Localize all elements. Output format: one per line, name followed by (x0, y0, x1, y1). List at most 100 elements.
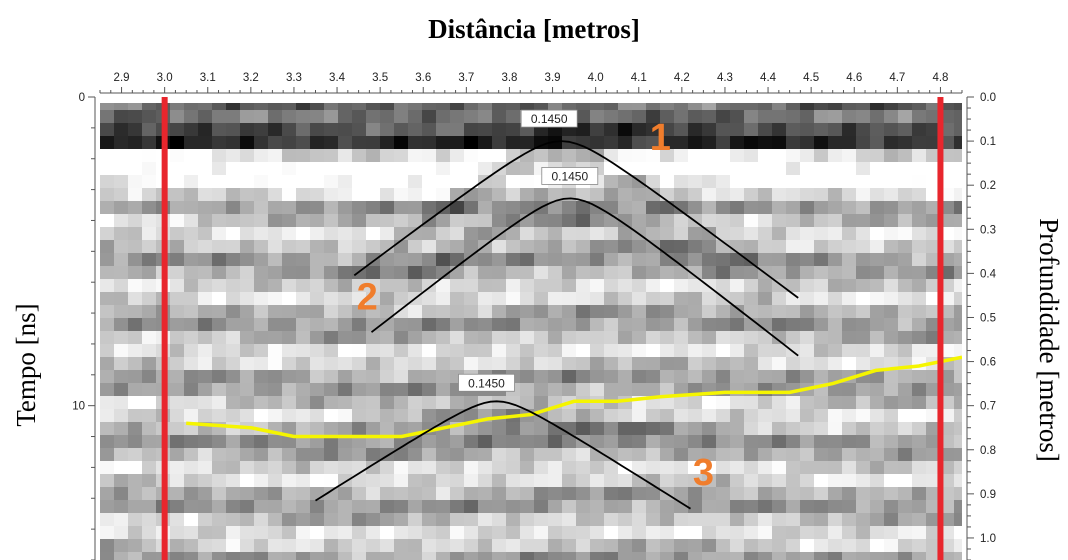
heatmap-cell (114, 552, 129, 560)
heatmap-cell (772, 552, 787, 560)
heatmap-cell (142, 331, 157, 345)
heatmap-cell (268, 162, 283, 176)
heatmap-cell (464, 513, 479, 527)
heatmap-cell (954, 292, 962, 306)
heatmap-cell (170, 201, 185, 215)
heatmap-cell (408, 539, 423, 553)
heatmap-cell (100, 396, 115, 410)
heatmap-cell (660, 123, 675, 137)
heatmap-cell (212, 474, 227, 488)
heatmap-cell (254, 448, 269, 462)
heatmap-cell (338, 487, 353, 501)
heatmap-cell (730, 136, 745, 150)
heatmap-cell (548, 292, 563, 306)
heatmap-cell (786, 292, 801, 306)
heatmap-cell (422, 305, 437, 319)
heatmap-cell (912, 240, 927, 254)
heatmap-cell (576, 526, 591, 540)
heatmap-cell (842, 513, 857, 527)
heatmap-cell (464, 305, 479, 319)
heatmap-cell (660, 461, 675, 475)
heatmap-cell (296, 305, 311, 319)
heatmap-cell (884, 318, 899, 332)
heatmap-cell (198, 474, 213, 488)
heatmap-cell (576, 487, 591, 501)
heatmap-cell (436, 123, 451, 137)
x-tick-label: 4.7 (889, 72, 905, 84)
heatmap-cell (226, 526, 241, 540)
heatmap-cell (478, 149, 493, 163)
heatmap-cell (436, 513, 451, 527)
heatmap-cell (296, 331, 311, 345)
heatmap-cell (576, 227, 591, 241)
heatmap-cell (548, 136, 563, 150)
heatmap-cell (450, 149, 465, 163)
heatmap-cell (660, 149, 675, 163)
heatmap-cell (380, 487, 395, 501)
heatmap-cell (674, 487, 689, 501)
heatmap-cell (282, 435, 297, 449)
heatmap-cell (772, 357, 787, 371)
heatmap-cell (394, 448, 409, 462)
heatmap-cell (254, 526, 269, 540)
heatmap-cell (660, 175, 675, 189)
heatmap-cell (240, 461, 255, 475)
heatmap-cell (338, 305, 353, 319)
heatmap-cell (436, 240, 451, 254)
heatmap-cell (786, 318, 801, 332)
heatmap-cell (436, 136, 451, 150)
heatmap-cell (884, 383, 899, 397)
heatmap-cell (422, 383, 437, 397)
heatmap-cell (198, 305, 213, 319)
heatmap-cell (492, 136, 507, 150)
heatmap-cell (590, 370, 605, 384)
y-left-tick-label: 0 (79, 92, 85, 104)
heatmap-cell (282, 409, 297, 423)
heatmap-cell (786, 279, 801, 293)
heatmap-cell (548, 318, 563, 332)
heatmap-cell (394, 474, 409, 488)
heatmap-cell (310, 123, 325, 137)
heatmap-cell (674, 214, 689, 228)
heatmap-cell (100, 539, 115, 553)
heatmap-cell (268, 370, 283, 384)
heatmap-cell (184, 266, 199, 280)
heatmap-cell (478, 279, 493, 293)
heatmap-cell (198, 201, 213, 215)
heatmap-cell (128, 539, 143, 553)
heatmap-cell (506, 279, 521, 293)
heatmap-cell (464, 422, 479, 436)
heatmap-cell (828, 383, 843, 397)
heatmap-cell (198, 409, 213, 423)
heatmap-cell (730, 188, 745, 202)
heatmap-cell (380, 552, 395, 560)
heatmap-cell (184, 253, 199, 267)
heatmap-cell (954, 448, 962, 462)
heatmap-cell (142, 461, 157, 475)
heatmap-cell (576, 344, 591, 358)
heatmap-cell (898, 318, 913, 332)
heatmap-cell (100, 149, 115, 163)
heatmap-cell (702, 357, 717, 371)
heatmap-cell (212, 214, 227, 228)
heatmap-cell (562, 383, 577, 397)
x-tick-label: 3.2 (243, 72, 259, 84)
heatmap-cell (450, 188, 465, 202)
heatmap-cell (604, 110, 619, 124)
heatmap-cell (856, 292, 871, 306)
heatmap-cell (310, 318, 325, 332)
heatmap-cell (282, 149, 297, 163)
heatmap-cell (408, 240, 423, 254)
heatmap-cell (604, 409, 619, 423)
heatmap-cell (786, 175, 801, 189)
heatmap-cell (590, 422, 605, 436)
heatmap-cell (226, 383, 241, 397)
heatmap-cell (576, 383, 591, 397)
heatmap-cell (548, 422, 563, 436)
heatmap-cell (380, 266, 395, 280)
heatmap-cell (758, 149, 773, 163)
heatmap-cell (520, 240, 535, 254)
heatmap-cell (254, 279, 269, 293)
heatmap-cell (842, 474, 857, 488)
heatmap-cell (324, 318, 339, 332)
